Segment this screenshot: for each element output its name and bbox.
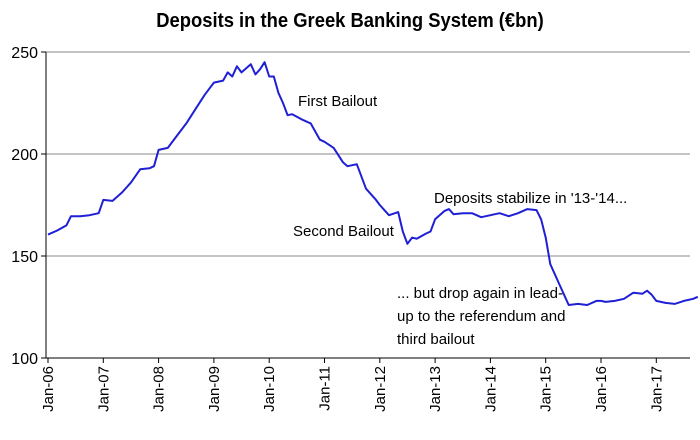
annotation-drop-line-2: up to the referendum and <box>397 308 565 325</box>
chart-title: Deposits in the Greek Banking System (€b… <box>156 10 544 32</box>
annotation-first-bailout: First Bailout <box>298 93 378 110</box>
y-tick-label: 100 <box>11 351 38 368</box>
x-tick-label: Jan-11 <box>317 366 334 411</box>
annotation-second-bailout: Second Bailout <box>293 223 395 240</box>
x-tick-label: Jan-06 <box>40 366 57 412</box>
y-tick-label: 250 <box>11 45 38 62</box>
x-tick-label: Jan-14 <box>482 366 499 412</box>
series-layer <box>47 61 699 306</box>
x-tick-label: Jan-08 <box>151 366 168 412</box>
gridlines <box>46 51 690 257</box>
annotation-deposits-stabilize: Deposits stabilize in '13-'14... <box>434 190 627 207</box>
y-tick-label: 150 <box>11 249 38 266</box>
annotation-drop-line-1: ... but drop again in lead- <box>397 285 563 302</box>
annotations: First Bailout Second Bailout Deposits stab… <box>293 93 627 348</box>
x-tick-label: Jan-10 <box>261 366 278 412</box>
x-tick-label: Jan-12 <box>372 366 389 412</box>
tick-labels: 100 150 200 250 Jan-06 Jan-07 Jan-08 Jan-09 Jan-… <box>11 45 665 412</box>
axes <box>41 51 690 363</box>
y-tick-label: 200 <box>11 147 38 164</box>
x-tick-label: Jan-13 <box>427 366 444 412</box>
x-tick-label: Jan-17 <box>648 366 665 412</box>
deposits-series-line <box>47 61 699 306</box>
x-tick-label: Jan-07 <box>95 366 112 412</box>
x-tick-label: Jan-15 <box>538 366 555 412</box>
x-tick-label: Jan-09 <box>206 366 223 412</box>
x-tick-label: Jan-16 <box>593 366 610 412</box>
annotation-drop-line-3: third bailout <box>397 331 475 348</box>
